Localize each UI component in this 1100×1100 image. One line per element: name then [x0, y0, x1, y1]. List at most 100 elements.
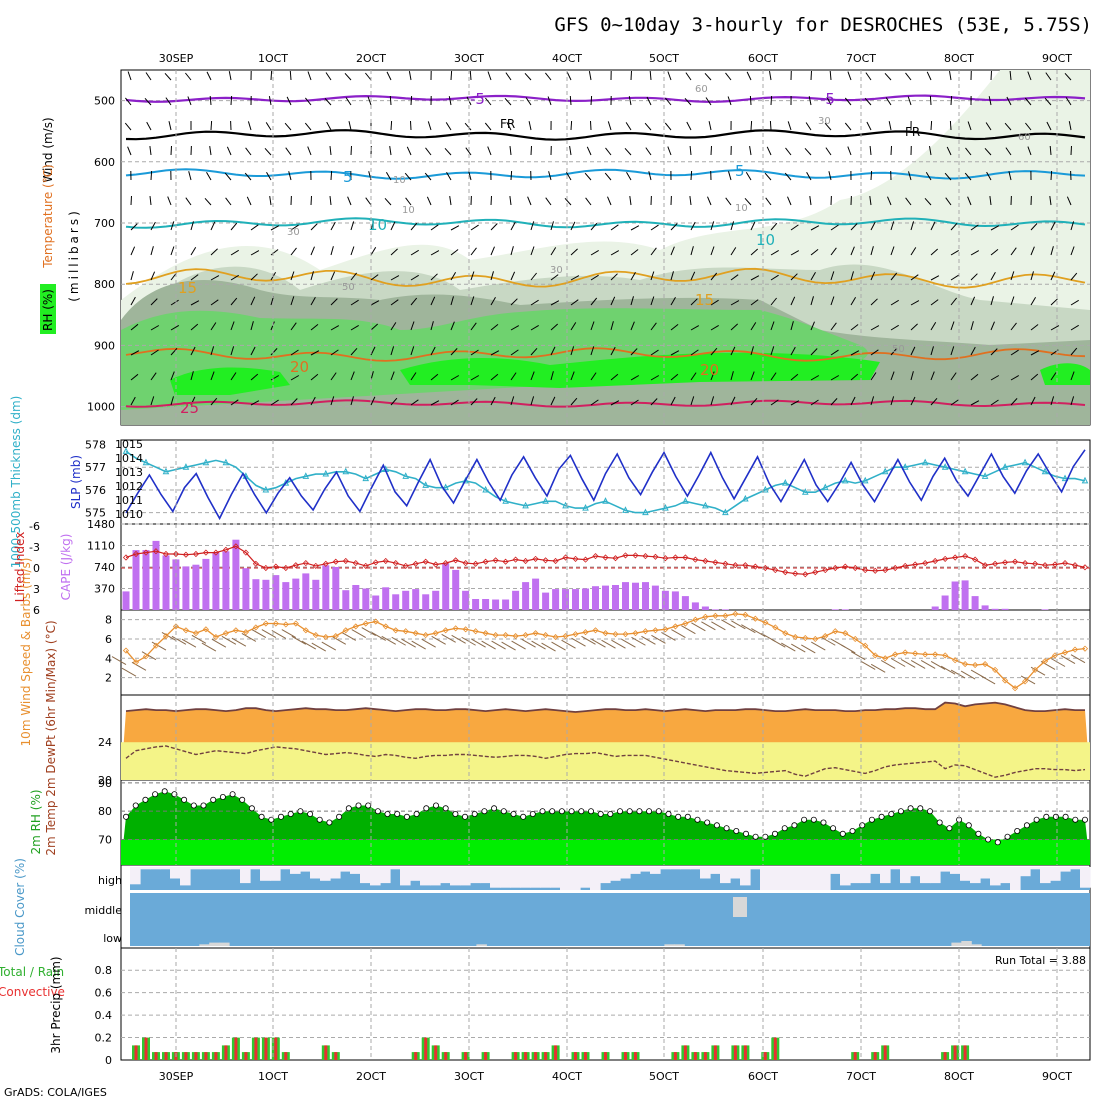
rh2m-marker — [345, 805, 352, 812]
wind-barb — [930, 371, 935, 381]
precip-convective-bar — [434, 1045, 438, 1060]
wind-barb — [610, 373, 619, 381]
wind-barb — [410, 372, 417, 381]
wind-barb — [290, 224, 299, 231]
wind-barb — [765, 197, 772, 206]
wind-barb — [250, 373, 259, 381]
thickness-marker — [861, 476, 869, 484]
cloud-panel: high middle low Cloud Cover (%) — [13, 858, 1091, 956]
wind-barb — [830, 247, 837, 256]
wind-barb — [470, 375, 480, 381]
wind-barb — [510, 298, 518, 306]
cloud-high-gap — [410, 867, 421, 881]
wind-marker — [992, 666, 999, 673]
cloud-high-gap — [430, 867, 441, 886]
wind-barb — [270, 225, 280, 231]
rh2m-marker — [384, 811, 391, 818]
cloud-high-gap — [620, 867, 631, 879]
wind-barb — [930, 120, 933, 131]
wind-barb — [910, 221, 915, 231]
thickness-axis-label: 1000-500mb Thickness (dm) — [9, 396, 23, 569]
cloud-high-gap — [910, 867, 921, 877]
cape-bar — [282, 582, 290, 610]
wind-barb — [386, 71, 392, 81]
rh2m-marker — [568, 808, 575, 815]
rh2m-marker — [539, 808, 546, 815]
cape-bar — [192, 564, 200, 610]
li-marker — [652, 553, 659, 560]
rh2m-marker — [1082, 816, 1089, 823]
wind-barb — [710, 371, 715, 381]
wind-barb — [427, 121, 432, 131]
isotherm-25 — [125, 399, 1086, 408]
wind-barb — [705, 97, 712, 106]
wind-barb — [850, 246, 855, 256]
cape-bar — [412, 589, 420, 610]
thickness-marker — [801, 488, 809, 495]
wind-barb — [850, 223, 858, 231]
precip-convective-bar — [214, 1052, 218, 1060]
chart-title: GFS 0~10day 3-hourly for DESROCHES (53E,… — [554, 14, 1092, 36]
wind-barb — [250, 273, 258, 281]
cape-bar — [152, 540, 160, 610]
wind-barb — [246, 196, 252, 206]
wind-barb — [930, 322, 937, 331]
wind-marker — [732, 610, 739, 617]
wind-marker — [282, 621, 289, 628]
cloud-high-gap — [920, 867, 931, 884]
li-marker — [972, 556, 979, 563]
precip-convective-bar — [484, 1052, 488, 1060]
wind-barb — [730, 323, 739, 331]
wind-barb — [464, 122, 472, 131]
wind-barb — [286, 96, 292, 106]
wind-marker — [132, 659, 140, 666]
wind-marker — [182, 627, 190, 634]
wind-barb — [1070, 299, 1079, 306]
wind-barb — [490, 223, 498, 231]
thickness-marker — [961, 467, 969, 475]
wind-barb — [530, 272, 537, 281]
rh-axis-label: RH (%) — [41, 289, 55, 331]
wind-barb — [750, 346, 754, 356]
cape-bar — [931, 606, 939, 610]
cloud-high-gap — [500, 867, 511, 888]
rh-contour-label: 50 — [342, 282, 355, 293]
wind-barb — [127, 146, 132, 156]
wind-barb — [870, 298, 878, 306]
wind-barb — [590, 399, 599, 406]
wind-barb — [1070, 371, 1075, 381]
wind-barb — [1050, 246, 1054, 256]
rh2m-marker — [588, 808, 595, 815]
wind-marker — [402, 628, 409, 635]
cape-bar — [691, 602, 699, 610]
wind-barb-10m — [980, 675, 996, 685]
thickness-tick-label: 576 — [85, 484, 106, 497]
wind-barb — [664, 122, 672, 131]
wind-barb-10m — [960, 670, 976, 680]
cloud-high-gap — [200, 867, 211, 870]
wind-barb — [230, 274, 239, 281]
thickness-marker — [362, 474, 370, 482]
wind-barb — [130, 396, 136, 406]
x-tick-top-label: 8OCT — [944, 52, 974, 65]
rh2m-marker — [152, 791, 159, 798]
li-marker — [792, 570, 799, 577]
li-marker — [412, 560, 419, 567]
isotherm-15 — [125, 267, 1086, 289]
cloud-high-gap — [780, 867, 791, 890]
wind-barb — [804, 147, 812, 156]
wind-marker — [382, 623, 389, 630]
wind-barb — [170, 396, 174, 406]
wind-barb — [1024, 97, 1032, 106]
wind-marker — [1012, 685, 1019, 692]
cloud-high-gap — [350, 867, 361, 874]
wind-barb — [590, 321, 595, 331]
wind-barb — [905, 72, 912, 81]
wind-barb — [410, 120, 412, 131]
wind-barb — [487, 71, 492, 81]
thickness-marker — [742, 494, 749, 502]
rh2m-marker — [849, 828, 856, 835]
wind-marker — [1041, 658, 1049, 665]
cape-tick-label: 1480 — [87, 518, 115, 531]
